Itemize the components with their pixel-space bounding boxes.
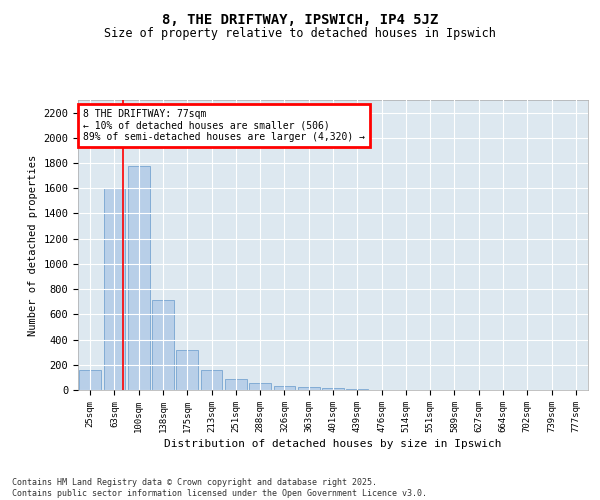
Text: 8 THE DRIFTWAY: 77sqm
← 10% of detached houses are smaller (506)
89% of semi-det: 8 THE DRIFTWAY: 77sqm ← 10% of detached … [83,108,365,142]
Text: Size of property relative to detached houses in Ipswich: Size of property relative to detached ho… [104,28,496,40]
Bar [128,166,149,390]
Bar [322,388,344,390]
Bar [79,370,101,390]
Bar [274,386,295,390]
Bar [200,370,223,390]
Bar [104,188,125,390]
Text: 8, THE DRIFTWAY, IPSWICH, IP4 5JZ: 8, THE DRIFTWAY, IPSWICH, IP4 5JZ [162,12,438,26]
Bar [298,388,320,390]
Y-axis label: Number of detached properties: Number of detached properties [28,154,38,336]
Bar [152,300,174,390]
Text: Contains HM Land Registry data © Crown copyright and database right 2025.
Contai: Contains HM Land Registry data © Crown c… [12,478,427,498]
X-axis label: Distribution of detached houses by size in Ipswich: Distribution of detached houses by size … [164,439,502,449]
Bar [225,380,247,390]
Bar [176,350,198,390]
Bar [249,384,271,390]
